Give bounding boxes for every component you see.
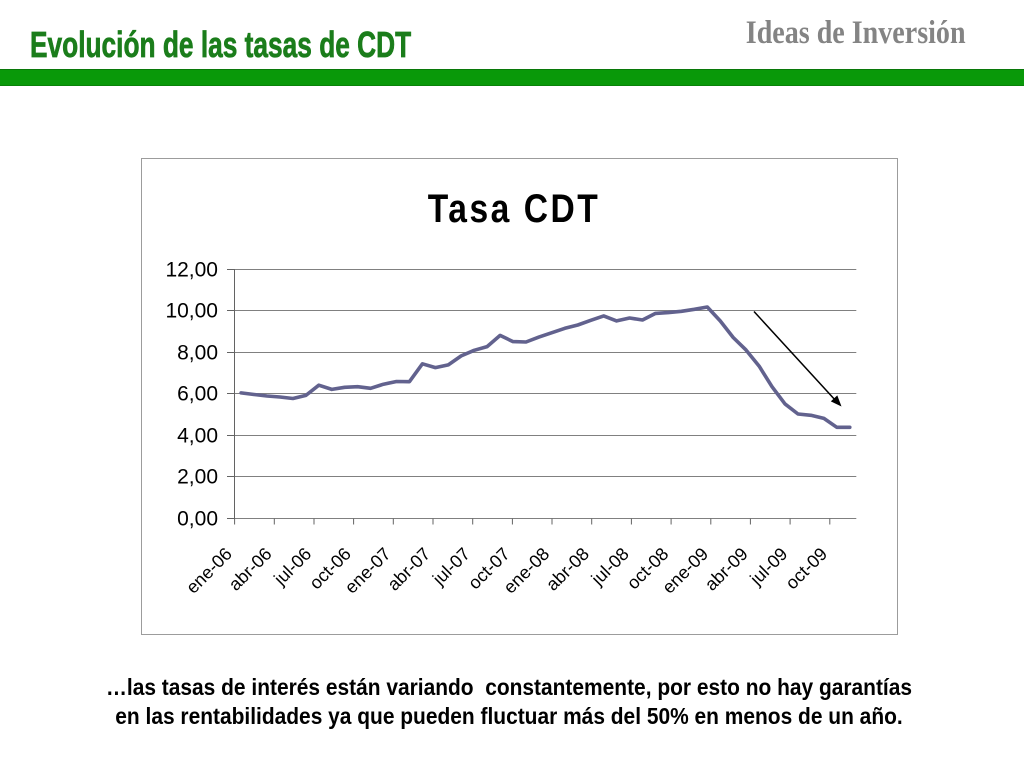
svg-text:12,00: 12,00	[165, 259, 218, 282]
svg-text:Tasa CDT: Tasa CDT	[428, 186, 601, 230]
svg-text:4,00: 4,00	[177, 425, 218, 448]
svg-text:10,00: 10,00	[165, 300, 218, 323]
svg-text:6,00: 6,00	[177, 383, 218, 406]
svg-text:2,00: 2,00	[177, 466, 218, 489]
svg-text:0,00: 0,00	[177, 508, 218, 531]
svg-text:8,00: 8,00	[177, 342, 218, 365]
